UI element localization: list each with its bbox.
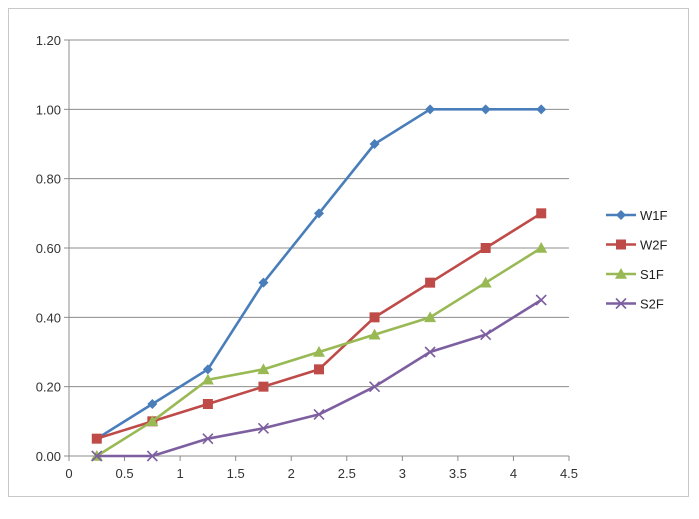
data-point-s2f xyxy=(146,450,158,462)
x-tick-label: 1.5 xyxy=(227,466,245,481)
legend-marker xyxy=(616,239,626,250)
legend-label: W2F xyxy=(640,238,668,253)
series-line-s2f xyxy=(96,298,542,458)
data-point-w1f xyxy=(425,104,436,115)
data-point-w2f xyxy=(536,208,547,219)
data-point-s1f xyxy=(368,328,381,340)
data-point-s2f xyxy=(313,408,325,420)
series-line-w1f xyxy=(96,108,542,440)
data-point-w2f xyxy=(258,381,269,392)
data-point-s2f xyxy=(368,381,381,393)
axes xyxy=(64,39,570,461)
y-axis-tick-labels: 0.00 0.20 0.40 0.60 0.80 1.00 1.20 xyxy=(36,33,61,464)
data-point-w1f xyxy=(147,399,158,409)
data-point-s2f xyxy=(480,329,492,341)
x-tick-label: 2 xyxy=(288,466,295,481)
y-tick-label: 0.40 xyxy=(36,310,61,325)
data-point-w1f xyxy=(480,104,491,115)
x-tick-label: 3 xyxy=(399,466,406,481)
chart-frame: 0.00 0.20 0.40 0.60 0.80 1.00 1.20 0 0.5 1 1.5 2 2.… xyxy=(8,8,689,497)
data-point-s1f xyxy=(257,363,270,375)
data-point-w2f xyxy=(369,312,380,323)
legend-label: S2F xyxy=(640,297,664,312)
x-tick-label: 3.5 xyxy=(449,466,467,481)
legend-marker xyxy=(615,297,627,310)
data-point-s2f xyxy=(202,433,214,445)
data-point-w2f xyxy=(480,243,491,253)
data-point-w1f xyxy=(536,104,547,115)
series-s1f xyxy=(90,242,548,461)
data-point-s1f xyxy=(479,276,492,288)
y-tick-label: 1.00 xyxy=(36,102,61,117)
legend-item-s2f: S2F xyxy=(606,297,664,312)
data-point-s2f xyxy=(257,422,270,434)
series-s2f xyxy=(91,294,547,462)
legend-item-w1f: W1F xyxy=(606,208,668,223)
y-tick-label: 1.20 xyxy=(36,33,61,48)
data-point-s2f xyxy=(424,346,436,358)
legend-marker xyxy=(615,268,627,279)
data-point-s1f xyxy=(146,415,159,427)
x-tick-label: 4 xyxy=(510,466,517,481)
legend-label: S1F xyxy=(640,267,664,282)
series-lines xyxy=(90,104,548,462)
gridlines xyxy=(69,39,569,388)
x-tick-label: 2.5 xyxy=(338,466,356,481)
y-tick-label: 0.80 xyxy=(36,172,61,187)
data-point-s1f xyxy=(424,311,437,323)
y-tick-label: 0.60 xyxy=(36,241,61,256)
data-point-w2f xyxy=(425,277,436,288)
series-w1f xyxy=(91,104,547,444)
legend-marker xyxy=(616,210,626,220)
legend-item-w2f: W2F xyxy=(606,238,668,253)
legend-label: W1F xyxy=(640,208,668,223)
data-point-s1f xyxy=(201,373,214,385)
x-tick-label: 4.5 xyxy=(560,466,578,481)
legend-item-s1f: S1F xyxy=(606,267,664,282)
data-point-w2f xyxy=(314,364,324,375)
data-point-w1f xyxy=(258,277,269,288)
data-point-w1f xyxy=(314,208,324,219)
x-axis-tick-labels: 0 0.5 1 1.5 2 2.5 3 3.5 4 4.5 xyxy=(65,466,578,481)
x-tick-label: 0 xyxy=(65,466,72,481)
data-point-w1f xyxy=(369,139,380,149)
legend: W1F W2F S1F S2F xyxy=(606,208,668,312)
data-point-s2f xyxy=(91,450,103,462)
data-point-s2f xyxy=(535,294,547,306)
x-tick-label: 1 xyxy=(176,466,183,481)
data-point-s1f xyxy=(313,346,325,357)
series-w2f xyxy=(91,208,547,444)
line-chart: 0.00 0.20 0.40 0.60 0.80 1.00 1.20 0 0.5 1 1.5 2 2.… xyxy=(36,33,668,481)
x-tick-label: 0.5 xyxy=(116,466,134,481)
series-line-w2f xyxy=(96,212,542,440)
data-point-w1f xyxy=(202,364,213,375)
data-point-w2f xyxy=(202,399,213,409)
data-point-s1f xyxy=(535,242,548,253)
data-point-w2f xyxy=(91,433,102,444)
y-tick-label: 0.00 xyxy=(36,449,61,464)
y-tick-label: 0.20 xyxy=(36,380,61,395)
